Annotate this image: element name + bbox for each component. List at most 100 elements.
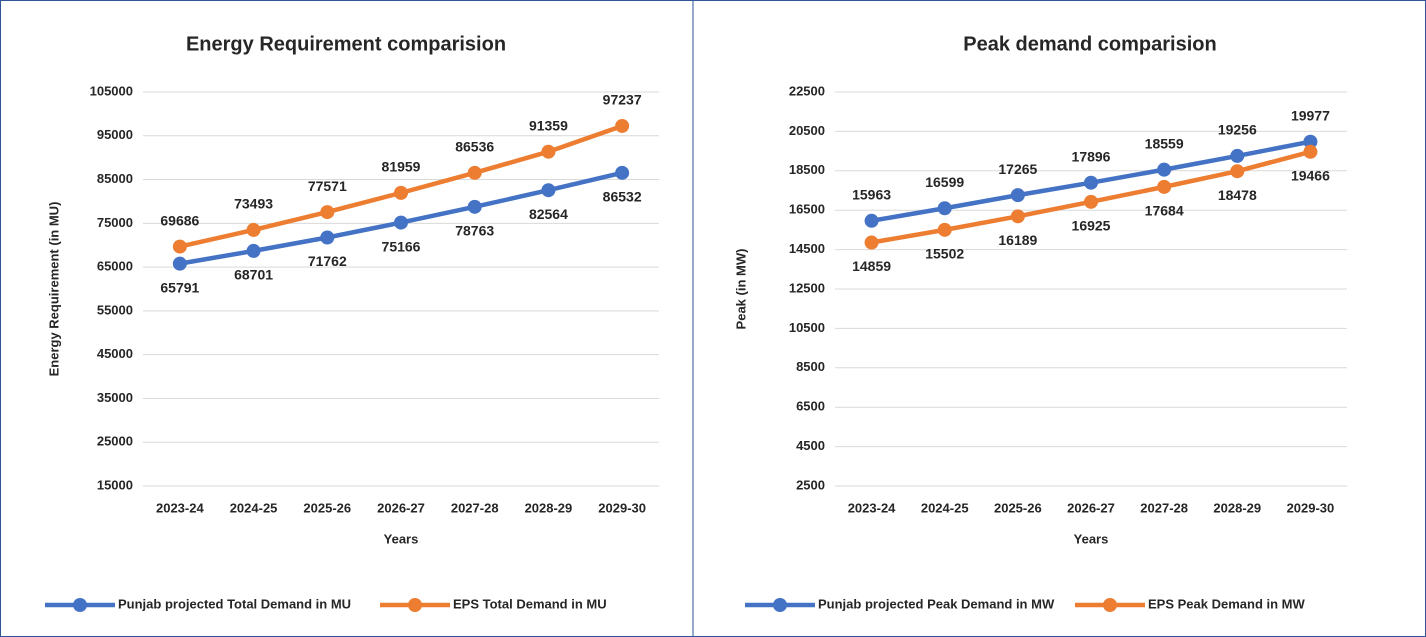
data-label: 68701 bbox=[234, 267, 273, 283]
x-tick-label: 2028-29 bbox=[1213, 500, 1261, 515]
x-tick-label: 2025-26 bbox=[994, 500, 1042, 515]
data-point bbox=[1303, 144, 1318, 159]
data-point bbox=[394, 185, 408, 200]
legend-label: Punjab projected Peak Demand in MW bbox=[818, 596, 1055, 611]
data-label: 78763 bbox=[455, 223, 494, 239]
data-label: 73493 bbox=[234, 196, 273, 212]
data-point bbox=[172, 239, 187, 254]
data-point bbox=[864, 213, 879, 228]
data-point bbox=[467, 165, 482, 180]
y-tick-label: 35000 bbox=[97, 390, 133, 405]
data-label: 19466 bbox=[1291, 167, 1330, 183]
x-axis-label: Years bbox=[1074, 531, 1109, 546]
legend-label: Punjab projected Total Demand in MU bbox=[118, 596, 351, 611]
y-tick-label: 85000 bbox=[97, 171, 133, 186]
x-tick-label: 2024-25 bbox=[921, 500, 969, 515]
y-tick-label: 16500 bbox=[789, 202, 825, 217]
data-point bbox=[467, 199, 482, 214]
data-point bbox=[246, 243, 261, 258]
legend-marker bbox=[408, 598, 422, 612]
y-tick-label: 4500 bbox=[796, 438, 825, 453]
chart-title: Peak demand comparision bbox=[963, 33, 1216, 55]
data-label: 65791 bbox=[160, 279, 199, 295]
data-label: 16925 bbox=[1072, 218, 1111, 234]
y-tick-label: 10500 bbox=[789, 320, 825, 335]
data-label: 15502 bbox=[925, 246, 964, 262]
data-point bbox=[172, 256, 187, 271]
legend-marker bbox=[1103, 598, 1117, 612]
y-tick-label: 12500 bbox=[789, 280, 825, 295]
chart-title: Energy Requirement comparision bbox=[186, 33, 506, 55]
data-label: 86532 bbox=[603, 189, 642, 205]
y-tick-label: 14500 bbox=[789, 241, 825, 256]
data-point bbox=[1084, 194, 1098, 209]
y-tick-label: 55000 bbox=[97, 302, 133, 317]
data-point bbox=[1010, 209, 1025, 224]
data-point bbox=[541, 144, 556, 159]
y-tick-label: 20500 bbox=[789, 123, 825, 138]
x-tick-label: 2029-30 bbox=[598, 500, 646, 515]
data-point bbox=[246, 222, 261, 237]
data-point bbox=[1010, 188, 1025, 203]
y-axis-label: Energy Requirement (in MU) bbox=[46, 202, 61, 377]
data-label: 75166 bbox=[382, 238, 421, 254]
data-label: 69686 bbox=[160, 212, 199, 228]
data-label: 18559 bbox=[1145, 135, 1184, 151]
y-axis-label: Peak (in MW) bbox=[733, 249, 748, 330]
x-tick-label: 2029-30 bbox=[1287, 500, 1335, 515]
data-point bbox=[1303, 134, 1318, 149]
data-point bbox=[937, 222, 952, 237]
data-label: 19977 bbox=[1291, 107, 1330, 123]
data-point bbox=[937, 201, 952, 216]
y-tick-label: 25000 bbox=[97, 434, 133, 449]
x-tick-label: 2026-27 bbox=[377, 500, 425, 515]
data-label: 17684 bbox=[1145, 203, 1184, 219]
y-tick-label: 45000 bbox=[97, 346, 133, 361]
data-label: 81959 bbox=[382, 159, 421, 175]
legend-marker bbox=[73, 598, 87, 612]
x-tick-label: 2023-24 bbox=[156, 500, 204, 515]
y-tick-label: 65000 bbox=[97, 259, 133, 274]
data-point bbox=[615, 165, 630, 180]
data-point bbox=[615, 118, 630, 133]
x-tick-label: 2028-29 bbox=[525, 500, 573, 515]
y-tick-label: 105000 bbox=[90, 83, 133, 98]
x-tick-label: 2026-27 bbox=[1067, 500, 1115, 515]
data-point bbox=[320, 230, 335, 245]
x-axis-label: Years bbox=[384, 531, 419, 546]
data-label: 86536 bbox=[455, 139, 494, 155]
data-label: 97237 bbox=[603, 92, 642, 108]
data-point bbox=[1230, 164, 1245, 179]
y-tick-label: 22500 bbox=[789, 83, 825, 98]
data-label: 15963 bbox=[852, 186, 891, 202]
data-point bbox=[1084, 175, 1098, 190]
data-point bbox=[541, 183, 556, 198]
data-label: 17265 bbox=[998, 161, 1037, 177]
y-tick-label: 2500 bbox=[796, 477, 825, 492]
x-tick-label: 2024-25 bbox=[230, 500, 278, 515]
y-tick-label: 6500 bbox=[796, 399, 825, 414]
y-tick-label: 95000 bbox=[97, 127, 133, 142]
legend-marker bbox=[773, 598, 787, 612]
data-label: 16599 bbox=[925, 174, 964, 190]
data-label: 91359 bbox=[529, 117, 568, 133]
x-tick-label: 2027-28 bbox=[1140, 500, 1188, 515]
y-tick-label: 18500 bbox=[789, 162, 825, 177]
y-tick-label: 75000 bbox=[97, 215, 133, 230]
data-label: 19256 bbox=[1218, 122, 1257, 138]
data-point bbox=[1157, 162, 1172, 177]
x-tick-label: 2025-26 bbox=[303, 500, 351, 515]
data-label: 77571 bbox=[308, 178, 347, 194]
x-tick-label: 2023-24 bbox=[848, 500, 896, 515]
data-label: 82564 bbox=[529, 206, 568, 222]
y-tick-label: 8500 bbox=[796, 359, 825, 374]
data-point bbox=[864, 235, 879, 250]
data-label: 14859 bbox=[852, 258, 891, 274]
data-point bbox=[394, 215, 408, 230]
legend-label: EPS Peak Demand in MW bbox=[1148, 596, 1305, 611]
x-tick-label: 2027-28 bbox=[451, 500, 499, 515]
data-label: 16189 bbox=[998, 232, 1037, 248]
data-point bbox=[320, 205, 335, 220]
